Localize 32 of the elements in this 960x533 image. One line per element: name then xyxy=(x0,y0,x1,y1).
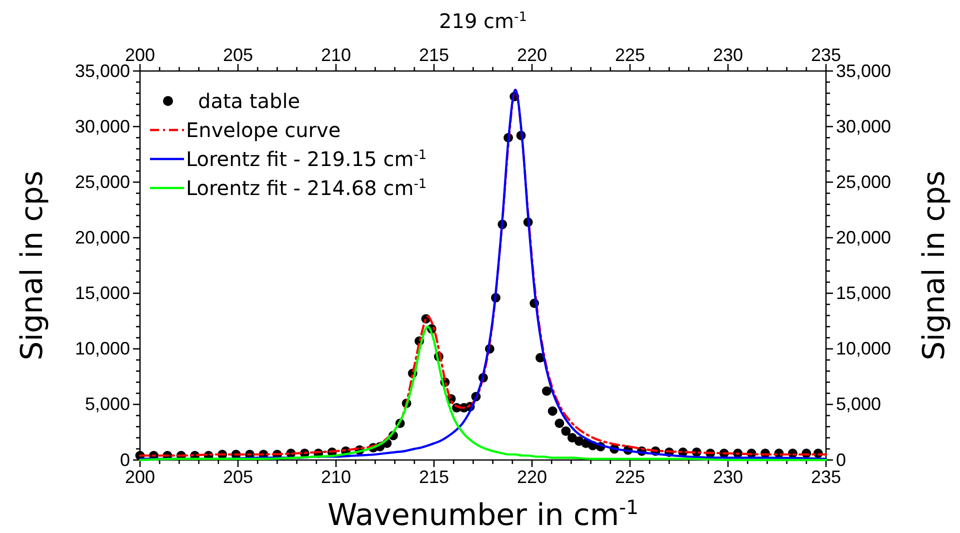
y-tick-label: 5,000 xyxy=(84,394,130,414)
y-tick-label: 20,000 xyxy=(74,227,130,248)
x-tick-label: 205 xyxy=(222,45,254,65)
x-tick-label: 215 xyxy=(418,45,450,65)
x-axis-title: Wavenumber in cm$^{-1}$ xyxy=(327,496,639,533)
x-tick-label: 220 xyxy=(516,45,548,65)
legend-label: Lorentz fit - 219.15 cm$^{-1}$ xyxy=(186,147,427,171)
y2-tick-label: 20,000 xyxy=(836,227,892,248)
x2-tick-label: 225 xyxy=(614,466,646,487)
legend-label: Lorentz fit - 214.68 cm$^{-1}$ xyxy=(186,176,427,200)
y-tick-label: 30,000 xyxy=(74,116,130,136)
y-axis-title: Signal in cps xyxy=(15,170,50,360)
x2-axis-title: 219 cm$^{-1}$ xyxy=(439,9,527,33)
x-tick-label: 210 xyxy=(320,45,352,65)
x2-tick-label: 215 xyxy=(418,466,450,487)
y-tick-label: 15,000 xyxy=(74,283,130,304)
legend-label: Envelope curve xyxy=(186,118,341,142)
x-tick-label: 225 xyxy=(614,45,646,65)
x-tick-label: 230 xyxy=(712,45,744,65)
x2-tick-label: 210 xyxy=(320,466,352,487)
x2-tick-label: 220 xyxy=(516,466,548,487)
y-tick-label: 25,000 xyxy=(74,172,130,192)
y2-tick-label: 5,000 xyxy=(836,394,882,414)
y2-axis-title: Signal in cps xyxy=(917,170,952,360)
y2-tick-label: 10,000 xyxy=(836,338,892,359)
legend-label: data table xyxy=(198,89,300,113)
y2-tick-label: 15,000 xyxy=(836,283,892,304)
x2-tick-label: 230 xyxy=(712,466,744,487)
y-tick-label: 10,000 xyxy=(74,338,130,359)
y2-tick-label: 25,000 xyxy=(836,172,892,192)
y2-tick-label: 30,000 xyxy=(836,116,892,136)
x2-tick-label: 205 xyxy=(222,466,254,487)
